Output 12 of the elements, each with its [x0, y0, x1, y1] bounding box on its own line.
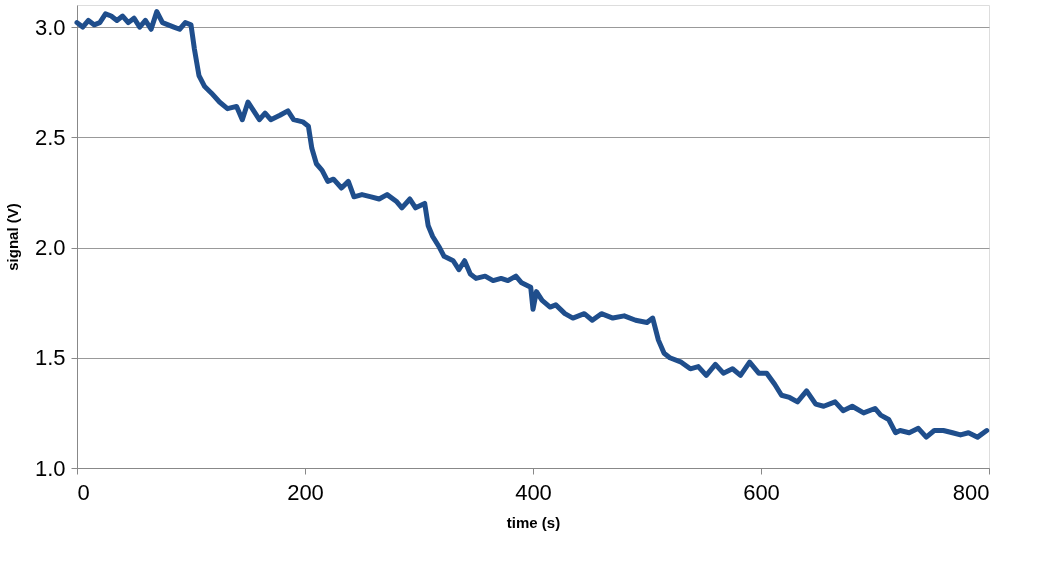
x-tick-label: 200 [287, 479, 324, 505]
y-tick-label: 1.5 [34, 345, 66, 371]
y-tick-label: 2.5 [34, 124, 66, 150]
x-tick-label: 0 [77, 479, 90, 505]
x-axis-title: time (s) [506, 513, 561, 531]
x-tick-label: 400 [515, 479, 552, 505]
y-tick-label: 2.0 [34, 235, 66, 261]
x-tick-label: 800 [952, 479, 990, 505]
y-axis-title: signal (V) [3, 203, 21, 271]
x-tick-label: 600 [743, 479, 780, 505]
y-tick-label: 1.0 [34, 455, 66, 481]
y-tick-label: 3.0 [34, 14, 66, 40]
